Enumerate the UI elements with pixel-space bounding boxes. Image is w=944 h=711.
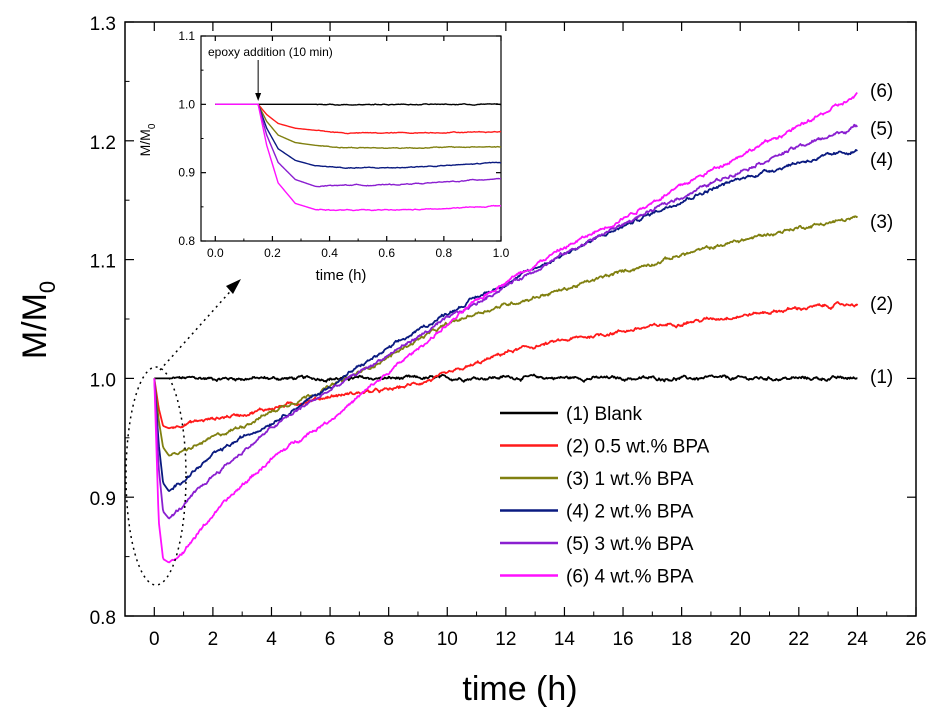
x-tick-label: 16 <box>612 629 633 650</box>
series-line-6 <box>153 92 858 564</box>
legend-entry-6: (6) 4 wt.% BPA <box>566 567 694 588</box>
curve-label-1: (1) <box>870 367 893 388</box>
x-tick-label: 0.4 <box>321 246 338 260</box>
x-tick-label: 24 <box>847 629 869 650</box>
x-tick-label: 0.2 <box>264 246 281 260</box>
series-line-2 <box>153 301 859 430</box>
series-line-1 <box>154 373 858 383</box>
curve-label-4: (4) <box>870 150 893 171</box>
legend-entry-5: (5) 3 wt.% BPA <box>566 534 694 555</box>
curve-label-6: (6) <box>870 81 893 102</box>
inset-y-axis-title: M/M0 <box>137 123 158 156</box>
y-tick-label: 1.3 <box>90 14 116 35</box>
series-line-3 <box>153 215 859 457</box>
series-line-5 <box>215 103 502 188</box>
series-line-3 <box>215 103 502 150</box>
dotted-arrow-annotation <box>159 279 241 371</box>
curve-label-2: (2) <box>870 294 893 315</box>
x-tick-label: 6 <box>325 629 336 650</box>
y-tick-label: 1.2 <box>90 133 116 154</box>
y-tick-label: 1.0 <box>90 370 116 391</box>
x-axis-title: time (h) <box>462 670 577 708</box>
legend-entry-2: (2) 0.5 wt.% BPA <box>566 437 710 458</box>
main-series-lines <box>153 92 859 564</box>
legend: (1) Blank (2) 0.5 wt.% BPA (3) 1 wt.% BPA (… <box>500 404 710 588</box>
main-axis-ticks <box>125 21 917 617</box>
x-tick-label: 2 <box>208 629 219 650</box>
curve-label-5: (5) <box>870 119 893 140</box>
x-tick-label: 0.8 <box>436 246 453 260</box>
dotted-ellipse-annotation <box>125 366 187 586</box>
y-axis-title-main: M/M <box>16 293 54 359</box>
legend-entry-3: (3) 1 wt.% BPA <box>566 469 694 490</box>
x-tick-label: 18 <box>671 629 692 650</box>
series-line-4 <box>215 103 502 169</box>
inset-y-axis-title-subscript: 0 <box>147 123 158 129</box>
x-tick-label: 12 <box>495 629 516 650</box>
legend-entry-4: (4) 2 wt.% BPA <box>566 502 694 523</box>
x-tick-label: 4 <box>266 629 277 650</box>
inset-tick-labels: 0.0 0.2 0.4 0.6 0.8 1.0 0.8 0.9 1.0 1.1 <box>178 29 509 260</box>
x-tick-label: 26 <box>905 629 926 650</box>
main-tick-labels: 0 2 4 6 8 10 12 14 16 18 20 22 24 260.80.91.01.11.21.… <box>90 14 927 650</box>
x-tick-label: 0.0 <box>207 246 224 260</box>
inset-background <box>201 36 501 241</box>
x-tick-label: 1.0 <box>493 246 510 260</box>
inset-y-axis-title-main: M/M <box>137 129 153 156</box>
x-tick-label: 14 <box>554 629 576 650</box>
x-tick-label: 20 <box>730 629 751 650</box>
series-line-6 <box>215 103 502 212</box>
y-tick-label: 0.8 <box>90 608 116 629</box>
epoxy-addition-annotation: epoxy addition (10 min) <box>208 45 333 101</box>
x-tick-label: 0.6 <box>378 246 395 260</box>
series-line-2 <box>215 103 502 135</box>
x-tick-label: 22 <box>788 629 809 650</box>
main-curve-labels: (1) (2) (3) (4) (5) (6) <box>870 81 893 388</box>
series-line-5 <box>153 123 859 520</box>
curve-label-3: (3) <box>870 212 893 233</box>
y-tick-label: 0.9 <box>90 489 116 510</box>
inset-series-lines <box>215 103 502 212</box>
y-tick-label: 1.0 <box>178 97 195 111</box>
x-tick-label: 10 <box>437 629 458 650</box>
epoxy-addition-arrow-head <box>255 93 262 101</box>
inset-axis-ticks <box>201 35 502 242</box>
y-tick-label: 0.9 <box>178 166 195 180</box>
y-axis-title-subscript: 0 <box>35 281 60 293</box>
series-line-1 <box>215 103 502 106</box>
y-tick-label: 0.8 <box>178 234 195 248</box>
x-tick-label: 0 <box>149 629 160 650</box>
y-tick-label: 1.1 <box>90 252 116 273</box>
y-tick-label: 1.1 <box>178 29 195 43</box>
y-axis-title: M/M0 <box>16 281 60 359</box>
inset-x-axis-title: time (h) <box>316 267 367 284</box>
epoxy-addition-label: epoxy addition (10 min) <box>208 45 333 59</box>
legend-entry-1: (1) Blank <box>566 404 643 425</box>
x-tick-label: 8 <box>383 629 394 650</box>
